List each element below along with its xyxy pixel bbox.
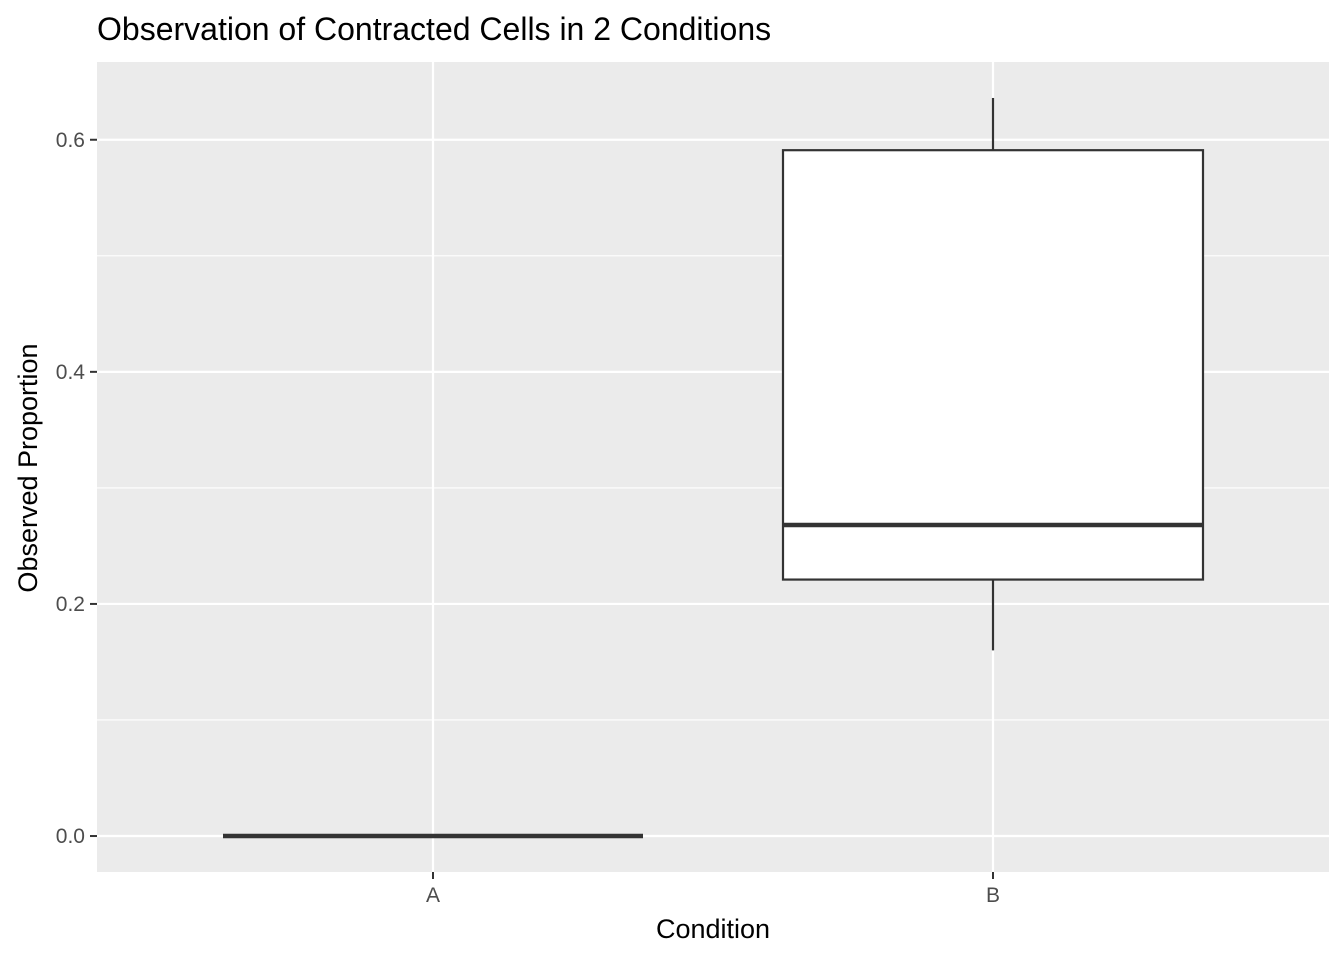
y-axis-title: Observed Proportion [13, 343, 43, 592]
y-tick-label: 0.6 [56, 129, 85, 152]
chart-title: Observation of Contracted Cells in 2 Con… [97, 11, 771, 47]
y-tick-label: 0.0 [56, 825, 85, 848]
box-B [781, 97, 1205, 651]
x-tick-label: B [986, 884, 1000, 907]
box-iqr [781, 149, 1205, 581]
box-layer [223, 97, 1205, 839]
y-tick-label: 0.4 [56, 361, 86, 384]
y-axis-ticks: 0.0 0.2 0.4 0.6 [56, 129, 97, 848]
y-tick-label: 0.2 [56, 593, 85, 616]
x-axis-title: Condition [656, 914, 770, 944]
x-tick-label: A [426, 884, 440, 907]
